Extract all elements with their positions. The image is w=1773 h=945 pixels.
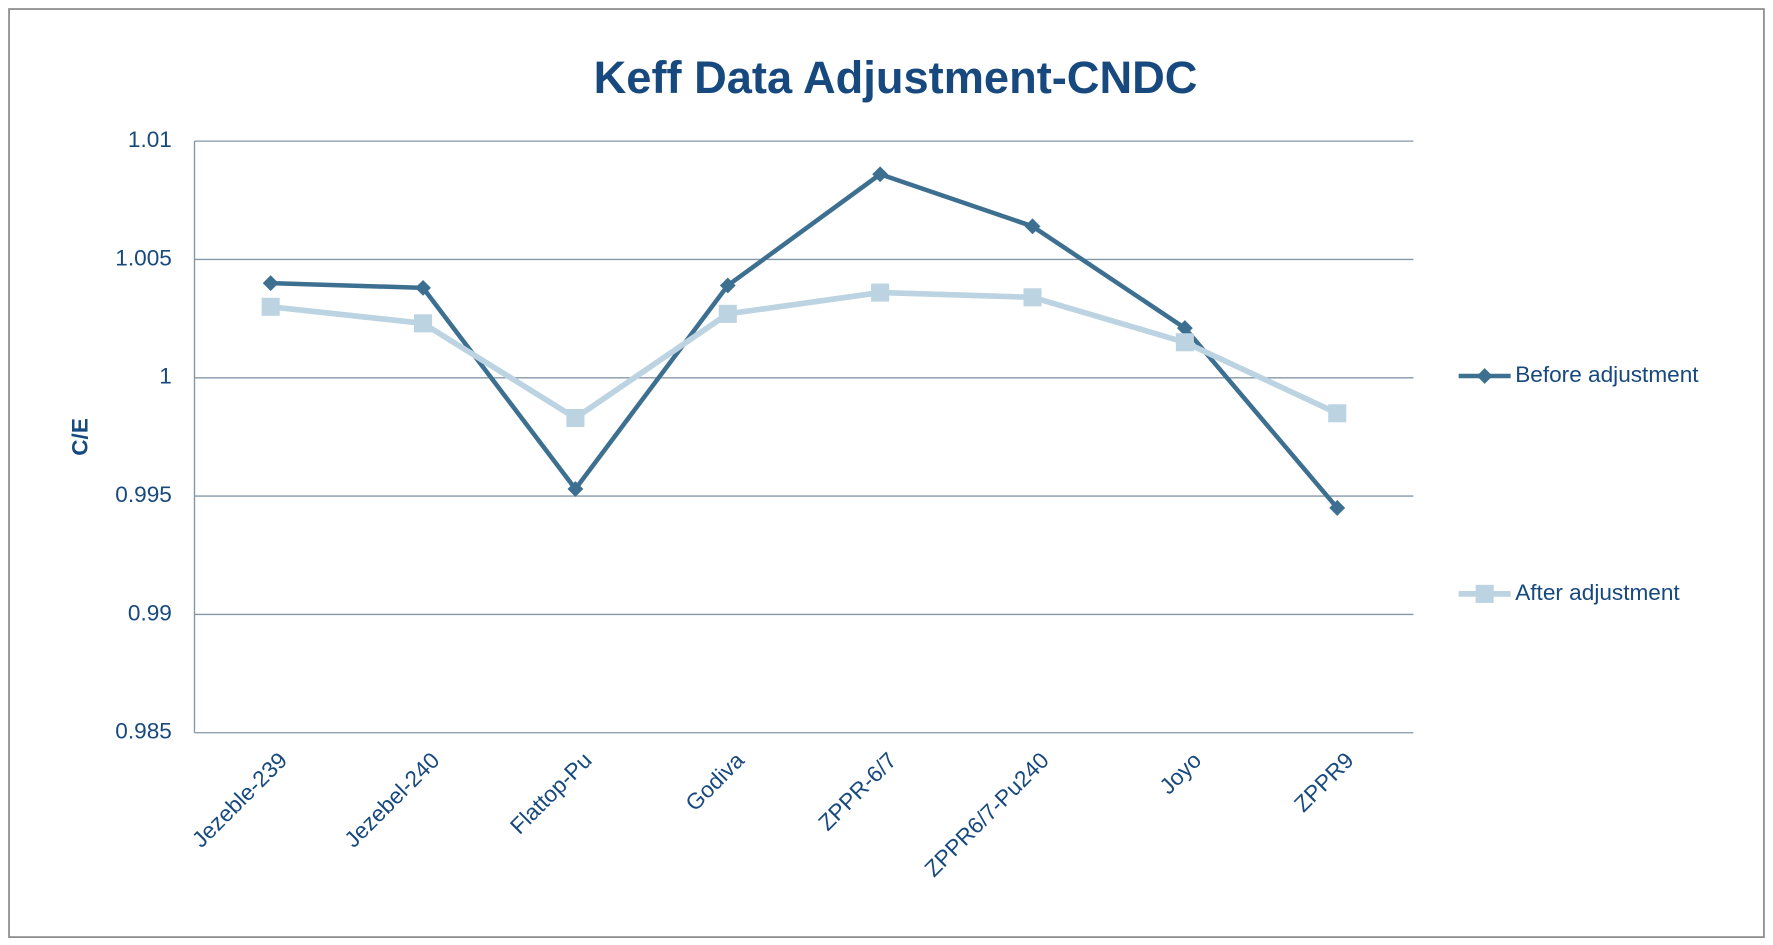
data-point (871, 283, 890, 302)
y-axis-label: C/E (67, 418, 92, 456)
data-point (1328, 404, 1347, 423)
series-line (270, 289, 1339, 421)
data-point (1175, 333, 1194, 352)
y-tick-label: 0.985 (115, 719, 172, 744)
data-point (872, 166, 889, 183)
legend-label: Before adjustment (1515, 362, 1699, 387)
data-point (413, 314, 433, 333)
data-point (567, 481, 584, 497)
data-point (261, 297, 280, 316)
y-tick-label: 1 (159, 364, 172, 389)
y-tick-label: 0.995 (115, 482, 172, 507)
data-point (262, 275, 279, 292)
data-point (1023, 288, 1042, 307)
data-point (1024, 218, 1041, 235)
y-tick-label: 1.005 (115, 245, 172, 270)
legend-label: After adjustment (1515, 580, 1680, 605)
y-tick-label: 0.99 (128, 600, 172, 625)
chart-title: Keff Data Adjustment-CNDC (594, 52, 1198, 103)
series-line (270, 172, 1339, 510)
data-point (566, 408, 585, 428)
legend-marker (1475, 584, 1494, 603)
data-point (1176, 320, 1193, 336)
y-tick-label: 1.01 (128, 127, 172, 152)
chart-frame (8, 8, 1765, 938)
data-point (718, 304, 737, 323)
